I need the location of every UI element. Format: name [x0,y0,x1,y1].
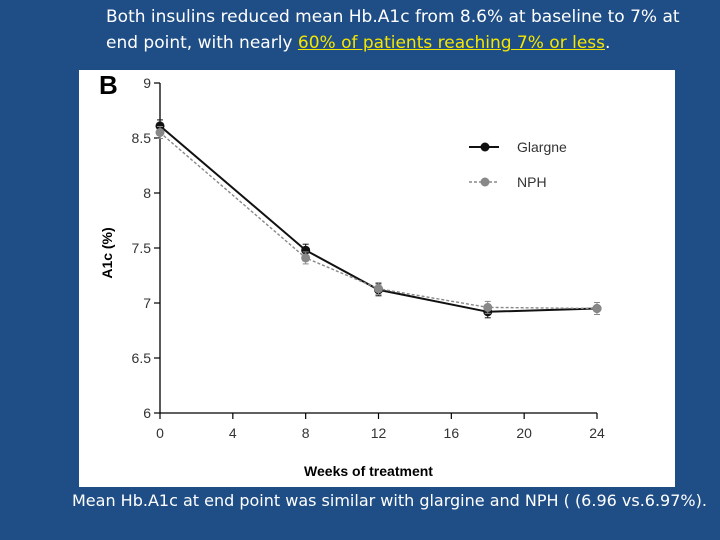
point-nph [301,253,311,263]
x-tick-label: 12 [371,425,387,441]
chart-series [155,119,602,319]
caption-bottom: Mean Hb.A1c at end point was similar wit… [72,491,707,510]
x-tick-label: 20 [516,425,532,441]
point-nph [155,128,165,137]
x-tick-label: 8 [302,425,310,441]
y-tick-label: 7 [143,295,151,311]
caption-top-highlight: 60% of patients reaching 7% or less [297,33,605,53]
y-tick-label: 8 [143,185,151,201]
caption-top: Both insulins reduced mean Hb.A1c from 8… [106,4,696,56]
point-nph [483,302,493,312]
legend-swatch-marker [480,142,490,152]
point-glargne [301,245,311,255]
chart-legend: Glargne NPH [469,139,567,190]
x-tick-label: 24 [589,425,605,441]
caption-top-end: . [605,33,611,53]
legend-swatch-marker [480,177,490,187]
chart-axes: 6 6.5 7 7.5 8 8.5 9 0 4 8 12 16 20 24 [132,75,605,441]
chart-panel: B 6 6.5 7 7.5 8 8.5 9 0 4 8 12 16 20 24 Glargne NPH We… [79,70,675,487]
y-tick-label: 6.5 [132,350,152,366]
x-tick-label: 0 [156,425,164,441]
point-nph [592,304,602,313]
point-glargne [155,121,165,131]
y-tick-label: 9 [143,75,151,91]
y-tick-label: 7.5 [132,240,152,256]
x-tick-label: 16 [444,425,460,441]
panel-letter: B [99,70,118,100]
a1c-line-chart: B 6 6.5 7 7.5 8 8.5 9 0 4 8 12 16 20 24 Glargne NPH We… [99,70,605,479]
x-tick-label: 4 [229,425,237,441]
x-axis-title: Weeks of treatment [304,463,433,479]
y-tick-label: 8.5 [132,130,152,146]
legend-label: Glargne [517,139,567,155]
series-line-nph [159,131,598,310]
point-nph [374,284,383,294]
caption-top-text: Both insulins reduced mean Hb.A1c from 8… [106,7,680,53]
legend-label: NPH [517,174,547,190]
y-axis-title: A1c (%) [99,227,115,278]
y-tick-label: 6 [143,405,151,421]
